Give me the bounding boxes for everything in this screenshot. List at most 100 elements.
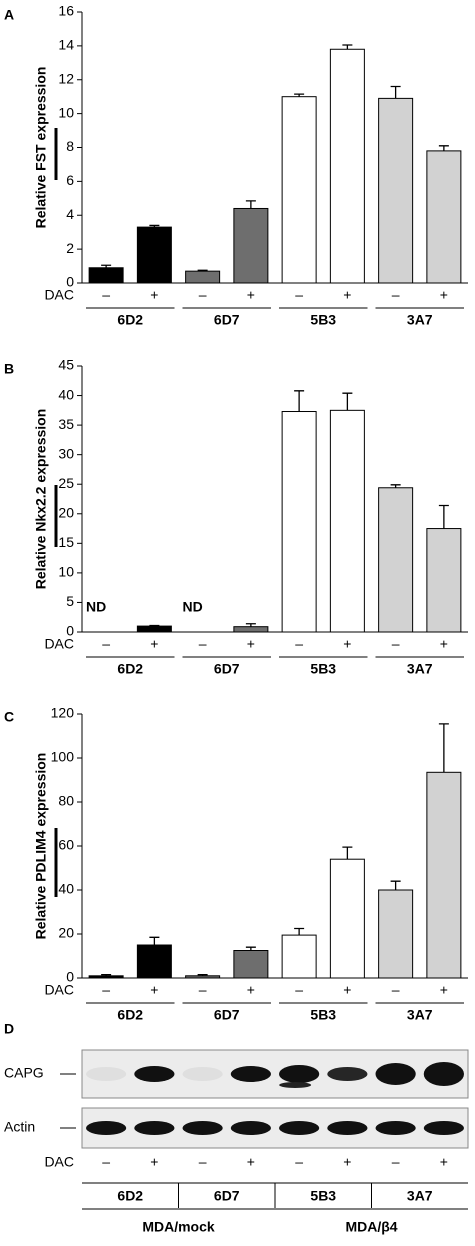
dac-sign: – xyxy=(392,636,400,652)
error-bar xyxy=(294,927,305,936)
error-bar xyxy=(342,44,353,50)
y-tick-label: 40 xyxy=(58,386,74,402)
dac-sign: – xyxy=(392,1154,400,1170)
dac-sign: + xyxy=(343,287,351,303)
error-bar xyxy=(390,880,401,890)
error-bar xyxy=(101,974,112,976)
band xyxy=(134,1121,175,1135)
y-tick-label: 0 xyxy=(66,623,74,639)
y-tick-label: 20 xyxy=(58,925,74,941)
dac-sign: + xyxy=(343,636,351,652)
dac-sign: – xyxy=(102,636,110,652)
x-axis-label: DAC xyxy=(44,982,74,998)
dac-sign: + xyxy=(440,636,448,652)
y-tick-label: 100 xyxy=(51,749,75,765)
y-tick-label: 14 xyxy=(58,37,74,53)
band xyxy=(327,1067,368,1081)
bar xyxy=(281,934,317,979)
x-axis-label: DAC xyxy=(44,287,74,303)
bar xyxy=(136,625,172,633)
dac-sign: + xyxy=(440,1154,448,1170)
dac-sign: – xyxy=(102,287,110,303)
error-bar xyxy=(101,264,112,268)
band xyxy=(182,1067,223,1081)
error-bar xyxy=(149,224,160,228)
band xyxy=(423,1062,464,1086)
y-tick-label: 2 xyxy=(66,240,74,256)
y-tick-label: 4 xyxy=(66,206,74,222)
error-bar xyxy=(197,974,208,976)
y-tick-label: 40 xyxy=(58,881,74,897)
group-label: 3A7 xyxy=(407,661,433,677)
error-bar xyxy=(245,946,256,951)
dac-sign: – xyxy=(199,1154,207,1170)
group-label: 6D7 xyxy=(214,661,240,677)
value-label: ND xyxy=(183,599,203,615)
y-tick-label: 80 xyxy=(58,793,74,809)
y-axis-label: Relative Nkx2.2 expression xyxy=(33,409,49,590)
y-tick-label: 0 xyxy=(66,274,74,290)
error-bar xyxy=(342,392,353,411)
dac-sign: + xyxy=(150,1154,158,1170)
band xyxy=(86,1067,127,1081)
x-axis-label: DAC xyxy=(44,1154,74,1170)
y-tick-label: 30 xyxy=(58,445,74,461)
x-axis-label: DAC xyxy=(44,636,74,652)
dac-sign: + xyxy=(150,982,158,998)
group-label: 6D2 xyxy=(117,1188,143,1204)
bar xyxy=(233,626,269,633)
dac-sign: – xyxy=(295,287,303,303)
y-tick-label: 45 xyxy=(58,357,74,373)
dac-sign: + xyxy=(247,287,255,303)
error-bar xyxy=(197,269,208,272)
dac-sign: + xyxy=(247,636,255,652)
error-bar xyxy=(342,846,353,860)
band xyxy=(279,1082,312,1088)
dac-sign: – xyxy=(295,982,303,998)
error-bar xyxy=(294,93,305,97)
dac-sign: – xyxy=(295,636,303,652)
panel-letter: D xyxy=(4,1021,14,1037)
error-bar xyxy=(149,936,160,945)
panel-letter: A xyxy=(4,7,14,23)
group-label: 6D2 xyxy=(117,1007,143,1023)
y-tick-label: 6 xyxy=(66,172,74,188)
dac-sign: + xyxy=(343,982,351,998)
y-tick-label: 20 xyxy=(58,504,74,520)
blot-row-label: CAPG xyxy=(4,1065,44,1081)
group-label: 3A7 xyxy=(407,1188,433,1204)
dac-sign: – xyxy=(102,1154,110,1170)
group-label: 5B3 xyxy=(310,312,336,328)
group-label: 6D2 xyxy=(117,661,143,677)
bar xyxy=(426,771,462,979)
dac-sign: + xyxy=(247,982,255,998)
bar xyxy=(88,267,124,284)
group-label: 3A7 xyxy=(407,312,433,328)
bar xyxy=(329,409,365,633)
dac-sign: – xyxy=(199,636,207,652)
error-bar xyxy=(438,723,449,773)
dac-sign: – xyxy=(199,287,207,303)
y-tick-label: 25 xyxy=(58,475,74,491)
y-tick-label: 12 xyxy=(58,70,74,86)
bar xyxy=(378,487,414,633)
error-bar xyxy=(245,623,256,627)
bar xyxy=(329,48,365,284)
band xyxy=(134,1066,175,1082)
y-tick-label: 16 xyxy=(58,3,74,19)
group-label: 5B3 xyxy=(310,661,336,677)
dac-sign: – xyxy=(392,982,400,998)
y-tick-label: 5 xyxy=(66,593,74,609)
y-tick-label: 60 xyxy=(58,837,74,853)
bar xyxy=(426,150,462,284)
y-tick-label: 15 xyxy=(58,534,74,550)
group-label: 6D2 xyxy=(117,312,143,328)
y-tick-label: 10 xyxy=(58,564,74,580)
band xyxy=(279,1121,320,1135)
y-tick-label: 10 xyxy=(58,104,74,120)
group-label: 6D7 xyxy=(214,1007,240,1023)
bar xyxy=(378,889,414,979)
panel-letter: C xyxy=(4,709,14,725)
